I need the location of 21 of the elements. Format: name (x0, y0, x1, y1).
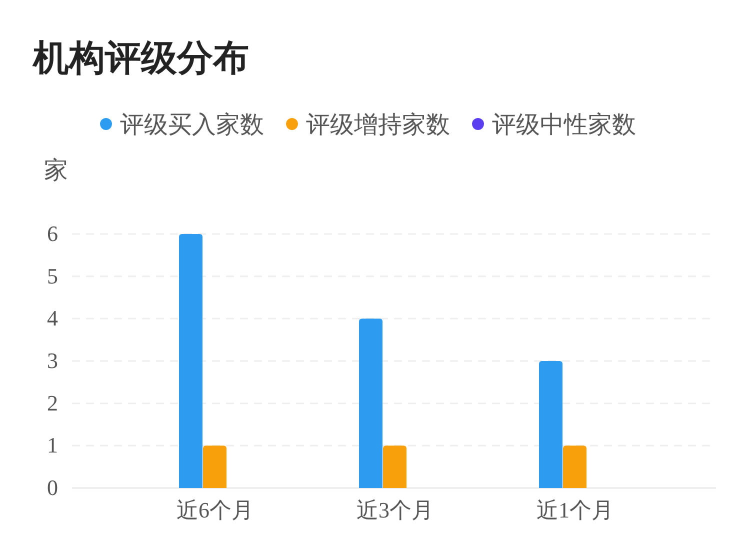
chart-title: 机构评级分布 (32, 37, 249, 78)
bar (359, 318, 382, 488)
bar (563, 446, 586, 488)
bar (383, 446, 406, 488)
legend-label: 评级买入家数 (120, 111, 264, 138)
bar (539, 361, 562, 488)
x-tick-label: 近3个月 (356, 498, 434, 523)
y-tick-label: 2 (47, 390, 58, 416)
bar (179, 234, 202, 488)
x-tick-label: 近1个月 (536, 498, 614, 523)
y-tick-label: 4 (47, 306, 58, 331)
x-tick-label: 近6个月 (176, 498, 254, 523)
y-tick-label: 3 (47, 348, 58, 374)
legend-label: 评级增持家数 (306, 111, 450, 138)
y-tick-label: 1 (47, 432, 58, 458)
y-tick-label: 6 (47, 221, 58, 246)
bar (203, 446, 226, 488)
y-tick-label: 0 (47, 475, 58, 500)
legend-label: 评级中性家数 (492, 111, 636, 138)
y-tick-label: 5 (47, 263, 58, 288)
y-axis-title: 家 (44, 157, 68, 184)
